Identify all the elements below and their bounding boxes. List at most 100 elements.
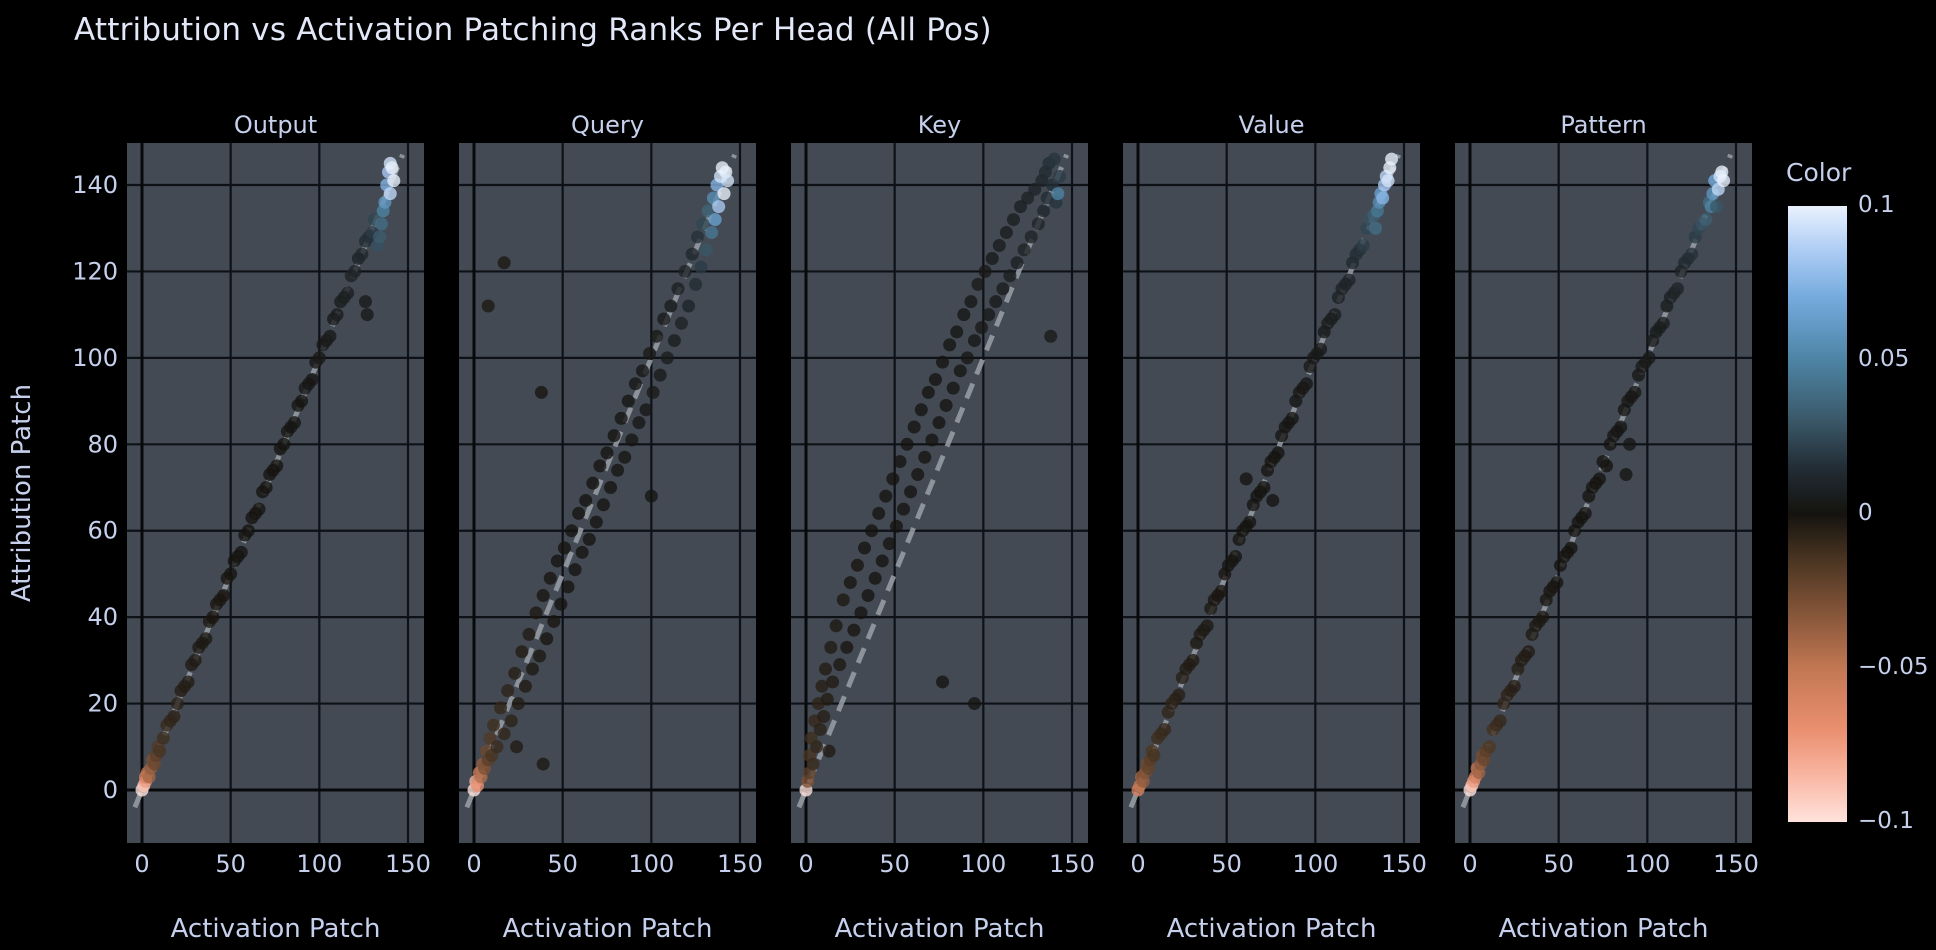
scatter-point <box>508 666 522 680</box>
scatter-point <box>543 571 557 585</box>
scatter-point <box>604 481 618 495</box>
scatter-point <box>607 429 621 443</box>
scatter-point <box>1006 213 1020 227</box>
scatter-point <box>882 537 896 551</box>
scatter-point <box>632 416 646 430</box>
scatter-point <box>1299 377 1313 391</box>
scatter-point <box>950 325 964 339</box>
scatter-point <box>978 264 992 278</box>
scatter-point <box>936 355 950 369</box>
x-tick-label: 150 <box>385 850 431 878</box>
scatter-point <box>540 632 554 646</box>
scatter-point <box>699 243 713 257</box>
scatter-point <box>1271 446 1285 460</box>
scatter-point <box>277 437 291 451</box>
scatter-point <box>810 740 824 754</box>
scatter-point <box>960 351 974 365</box>
scatter-point <box>989 295 1003 309</box>
plot-area[interactable] <box>791 143 1088 843</box>
scatter-point <box>1600 459 1614 473</box>
scatter-points <box>799 152 1067 797</box>
scatter-point <box>820 692 834 706</box>
scatter-point <box>360 308 374 322</box>
facet-title: Pattern <box>1560 111 1646 139</box>
scatter-point <box>708 213 722 227</box>
scatter-point <box>861 589 875 603</box>
scatter-point <box>1550 576 1564 590</box>
scatter-point <box>868 571 882 585</box>
x-axis-title: Activation Patch <box>1499 914 1709 944</box>
scatter-point <box>689 277 703 291</box>
scatter-point <box>847 623 861 637</box>
scatter-point <box>533 649 547 663</box>
scatter-point <box>259 481 273 495</box>
scatter-point <box>928 372 942 386</box>
scatter-point <box>1024 230 1038 244</box>
facet-title: Query <box>571 111 644 139</box>
scatter-point <box>829 619 843 633</box>
x-tick-label: 150 <box>717 850 763 878</box>
scatter-point <box>625 433 639 447</box>
scatter-point <box>1381 174 1395 188</box>
facet-value: Value 0 50 100 150 Activation Patch <box>1123 111 1427 944</box>
x-tick-label: 50 <box>879 850 910 878</box>
scatter-point <box>1356 239 1370 253</box>
plot-area[interactable] <box>1123 143 1420 843</box>
scatter-point <box>312 351 326 365</box>
scatter-point <box>497 727 511 741</box>
y-tick-label: 20 <box>87 690 118 718</box>
scatter-point <box>635 364 649 378</box>
scatter-point <box>510 740 524 754</box>
scatter-point <box>561 580 575 594</box>
plot-area[interactable] <box>127 143 424 843</box>
scatter-point <box>957 308 971 322</box>
x-tick-label: 50 <box>215 850 246 878</box>
scatter-point <box>971 277 985 291</box>
scatter-point <box>579 493 593 507</box>
scatter-point <box>586 476 600 490</box>
scatter-point <box>568 563 582 577</box>
scatter-point <box>653 368 667 382</box>
x-tick-label: 0 <box>1462 850 1477 878</box>
scatter-point <box>234 545 248 559</box>
x-tick-label: 150 <box>1049 850 1095 878</box>
facet-key: Key 0 50 100 150 Activation Patch <box>791 111 1095 944</box>
plot-area[interactable] <box>1455 143 1752 843</box>
scatter-point <box>911 468 925 482</box>
scatter-point <box>518 679 532 693</box>
scatter-point <box>241 524 255 538</box>
scatter-point <box>813 723 827 737</box>
scatter-point <box>497 256 511 270</box>
scatter-point <box>1709 200 1723 214</box>
scatter-point <box>188 653 202 667</box>
scatter-point <box>826 675 840 689</box>
scatter-point <box>664 299 678 313</box>
scatter-point <box>840 640 854 654</box>
scatter-point <box>1623 437 1637 451</box>
identity-reference-line <box>464 153 737 809</box>
scatter-point <box>921 385 935 399</box>
scatter-point <box>1172 688 1186 702</box>
scatter-point <box>575 545 589 559</box>
scatter-point <box>1619 468 1633 482</box>
scatter-point <box>819 662 833 676</box>
scatter-point <box>1229 550 1243 564</box>
x-tick-label: 0 <box>466 850 481 878</box>
scatter-point <box>1047 152 1061 166</box>
scatter-point <box>341 286 355 300</box>
y-tick-label: 80 <box>87 430 118 458</box>
scatter-point <box>674 316 688 330</box>
scatter-point <box>330 308 344 322</box>
scatter-point <box>224 567 238 581</box>
scatter-point <box>721 174 735 188</box>
scatter-point <box>536 757 550 771</box>
scatter-point <box>501 684 515 698</box>
scatter-point <box>1342 273 1356 287</box>
scatter-point <box>815 679 829 693</box>
scatter-point <box>1369 221 1383 235</box>
scatter-point <box>900 437 914 451</box>
x-axis-title: Activation Patch <box>1167 914 1377 944</box>
scatter-point <box>1010 256 1024 270</box>
scatter-point <box>918 450 932 464</box>
